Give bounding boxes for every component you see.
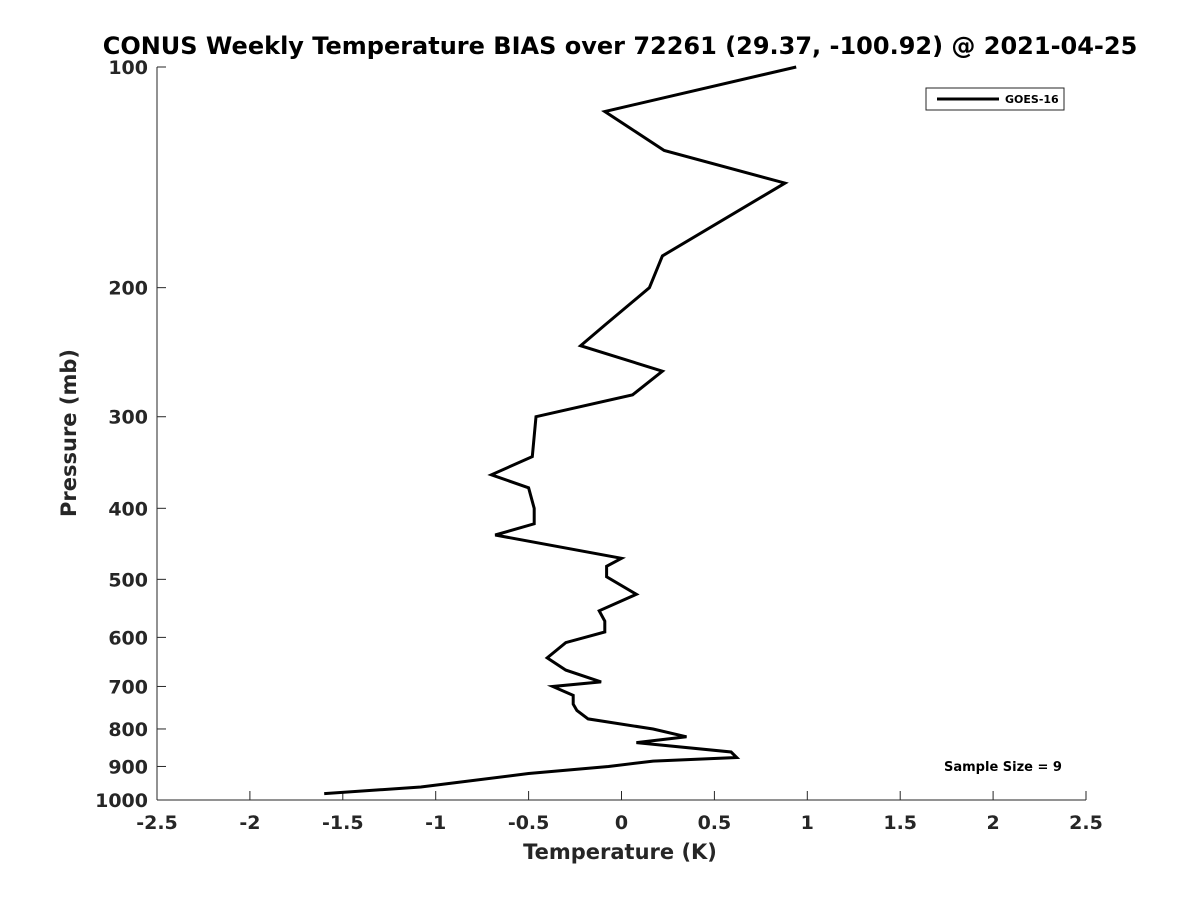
legend: GOES-16 (925, 87, 1065, 111)
x-tick-label: -1 (425, 812, 446, 834)
x-tick-label: -2.5 (136, 812, 178, 834)
plot-area (157, 67, 1086, 800)
x-tick-label: -2 (239, 812, 260, 834)
plot-axes (156, 67, 1086, 801)
y-tick-label: 200 (108, 278, 148, 300)
x-tick-label: 2 (986, 812, 999, 834)
x-tick-label: 2.5 (1069, 812, 1103, 834)
y-tick-label: 700 (108, 676, 148, 698)
x-tick-label: 1 (801, 812, 814, 834)
y-tick-label: 600 (108, 627, 148, 649)
y-tick-label: 100 (108, 57, 148, 79)
legend-label-goes-16: GOES-16 (1005, 93, 1059, 106)
series-line-goes-16 (324, 65, 797, 796)
y-ticks: 100 200 300 400 500 600 700 800 900 1000 (95, 57, 166, 812)
sample-size-annotation: Sample Size = 9 (944, 760, 1062, 775)
y-tick-label: 900 (108, 756, 148, 778)
x-tick-label: -0.5 (508, 812, 550, 834)
x-tick-label: 0.5 (698, 812, 732, 834)
x-axis-label: Temperature (K) (523, 840, 717, 864)
x-tick-label: 1.5 (883, 812, 917, 834)
y-axis-label: Pressure (mb) (57, 349, 81, 517)
y-tick-label: 800 (108, 719, 148, 741)
chart-title: CONUS Weekly Temperature BIAS over 72261… (103, 32, 1138, 60)
x-ticks: -2.5 -2 -1.5 -1 -0.5 0 0.5 1 1.5 2 2.5 (136, 791, 1103, 834)
y-tick-label: 1000 (95, 790, 148, 812)
series-layer (324, 65, 797, 796)
y-tick-label: 500 (108, 569, 148, 591)
y-tick-label: 400 (108, 498, 148, 520)
y-tick-label: 300 (108, 407, 148, 429)
x-tick-label: -1.5 (322, 812, 364, 834)
x-tick-label: 0 (615, 812, 628, 834)
